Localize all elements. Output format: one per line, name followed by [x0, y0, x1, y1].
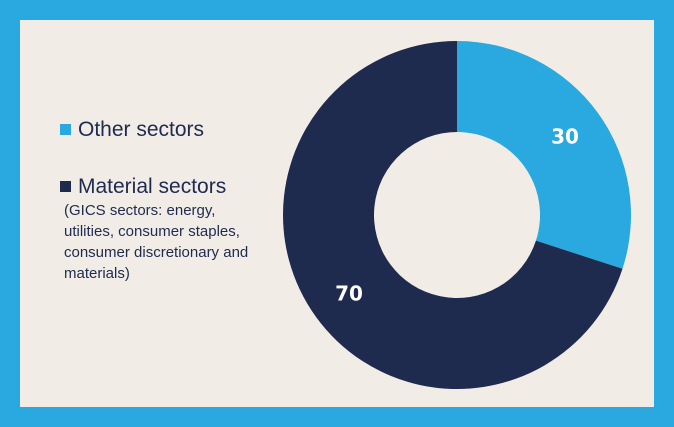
donut-slice-material-sectors: [283, 40, 623, 389]
legend-note-material: (GICS sectors: energy, utilities, consum…: [64, 202, 249, 282]
legend-item-material-sectors: Material sectors (GICS sectors: energy, …: [60, 174, 275, 284]
legend-swatch-material: [60, 181, 71, 192]
legend-swatch-other: [60, 124, 71, 135]
legend-label-other: Other sectors: [78, 118, 205, 141]
donut-chart: 30 70: [283, 40, 631, 389]
legend: Other sectors Material sectors (GICS sec…: [60, 117, 275, 284]
slice-value-label-other-sectors: 30: [551, 125, 579, 149]
legend-item-other-sectors: Other sectors: [60, 117, 275, 142]
slice-value-label-material-sectors: 70: [335, 281, 363, 305]
legend-label-material: Material sectors: [78, 175, 227, 198]
donut-slice-other-sectors: [457, 41, 631, 269]
